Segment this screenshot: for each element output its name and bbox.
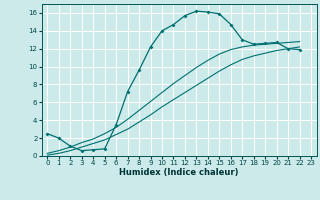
X-axis label: Humidex (Indice chaleur): Humidex (Indice chaleur) bbox=[119, 168, 239, 177]
